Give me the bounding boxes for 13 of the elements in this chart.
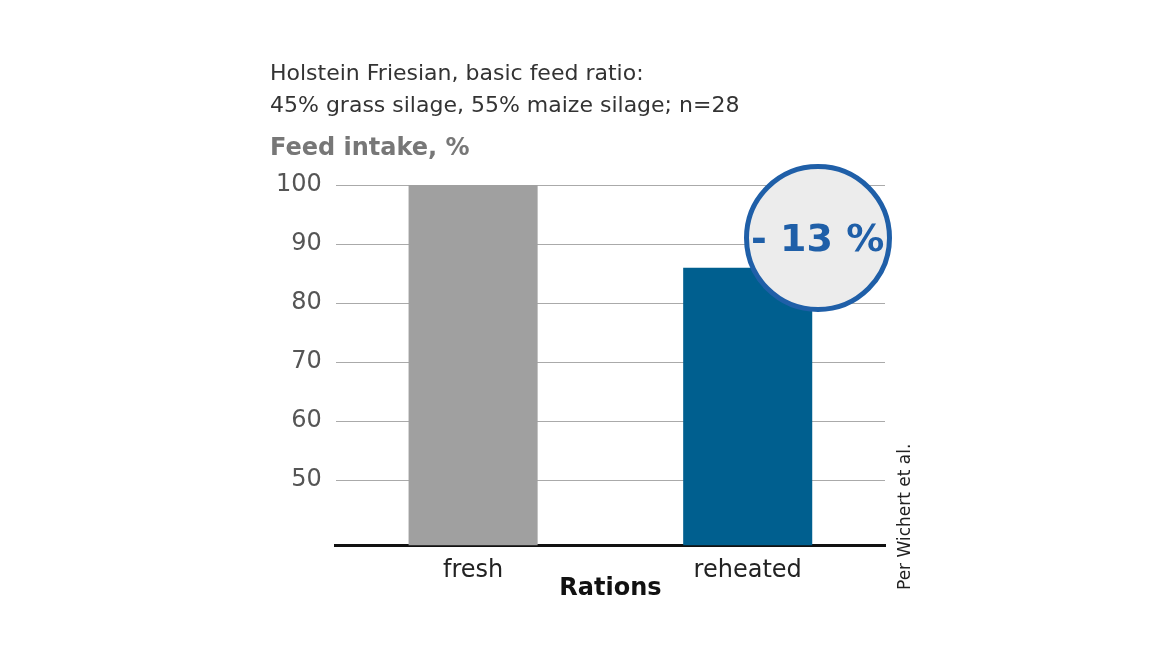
y-axis-title: Feed intake, % — [270, 133, 470, 161]
y-tick-label: 80 — [291, 287, 322, 316]
y-tick-label: 70 — [291, 346, 322, 375]
y-tick-label: 100 — [276, 169, 322, 198]
x-axis-title: Rations — [559, 573, 662, 601]
chart-title: Holstein Friesian, basic feed ratio: 45% grass silage, 55% maize silage; n=28 — [270, 60, 740, 117]
y-tick-label: 90 — [291, 228, 322, 257]
text: Per Wichert et al. — [894, 443, 914, 590]
x-tick-label: reheated — [693, 554, 802, 583]
y-tick-label: 60 — [291, 405, 322, 434]
annotation: - 13 % — [751, 215, 885, 260]
y-tick-label: 50 — [291, 464, 322, 493]
x-tick-label: fresh — [442, 554, 504, 583]
